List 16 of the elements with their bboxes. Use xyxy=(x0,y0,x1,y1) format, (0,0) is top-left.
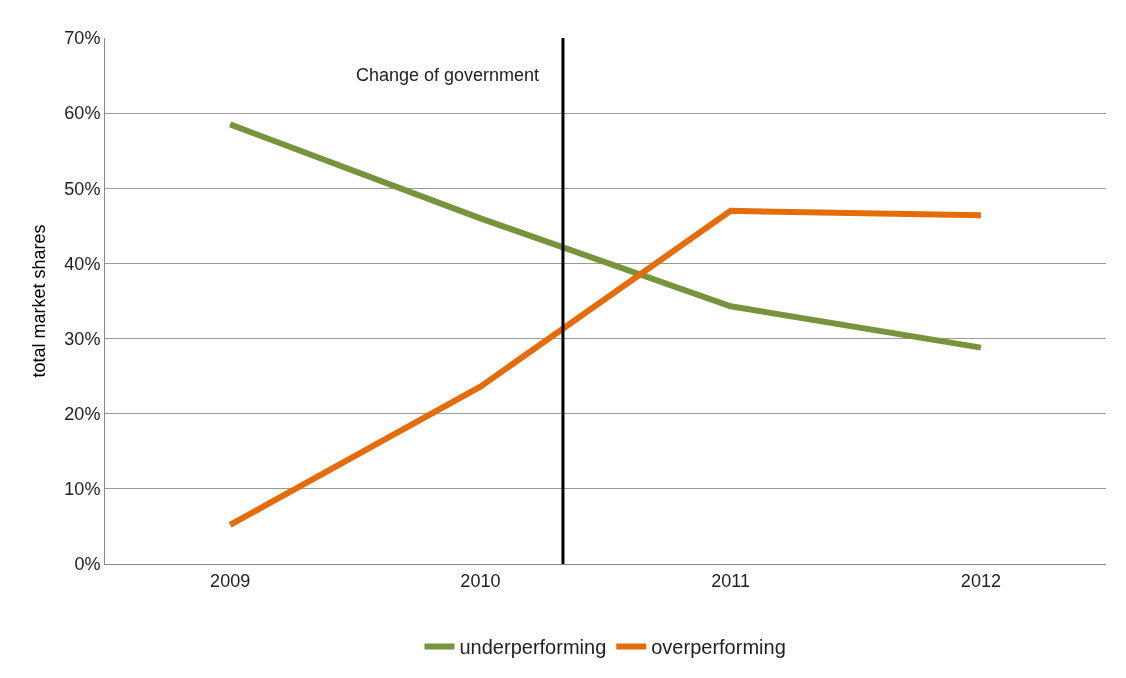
legend-label: overperforming xyxy=(651,636,786,659)
x-tick-label: 2009 xyxy=(210,570,251,591)
y-tick-label: 10% xyxy=(64,479,101,500)
legend-label: underperforming xyxy=(459,636,607,659)
y-tick-label: 50% xyxy=(64,178,101,199)
ref-line-label: Change of government xyxy=(356,65,540,85)
y-tick-label: 60% xyxy=(64,103,101,124)
y-tick-label: 0% xyxy=(74,554,101,575)
y-axis-title: total market shares xyxy=(28,224,49,378)
y-tick-label: 70% xyxy=(64,28,101,49)
x-tick-label: 2012 xyxy=(960,570,1001,591)
y-tick-label: 40% xyxy=(64,253,101,274)
y-tick-label: 20% xyxy=(64,404,101,425)
x-tick-label: 2011 xyxy=(711,570,750,591)
x-tick-label: 2010 xyxy=(460,570,501,591)
y-tick-label: 30% xyxy=(64,328,101,349)
